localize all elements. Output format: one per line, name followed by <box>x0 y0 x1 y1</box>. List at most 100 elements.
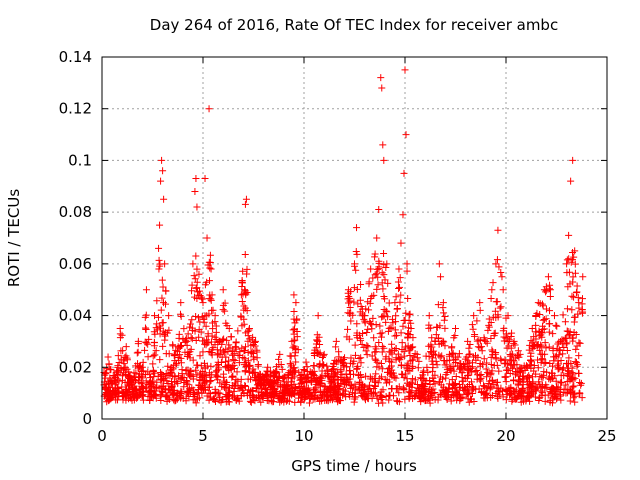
noise-point <box>546 293 554 301</box>
noise-point <box>205 258 213 266</box>
noise-point <box>353 285 361 293</box>
noise-point <box>365 381 373 389</box>
noise-point <box>172 396 180 404</box>
noise-point <box>291 398 299 406</box>
noise-point <box>214 358 222 366</box>
noise-point <box>261 384 269 392</box>
data-point <box>151 312 159 320</box>
noise-point <box>440 338 448 346</box>
noise-point <box>364 325 372 333</box>
noise-point <box>465 351 473 359</box>
noise-point <box>559 350 567 358</box>
noise-point <box>175 330 183 338</box>
noise-point <box>126 379 134 387</box>
noise-point <box>213 346 221 354</box>
noise-point <box>168 382 176 390</box>
data-point <box>332 337 340 345</box>
noise-point <box>242 329 250 337</box>
noise-point <box>557 371 565 379</box>
noise-point <box>539 316 547 324</box>
noise-point <box>290 307 298 315</box>
y-tick-label: 0.08 <box>59 203 92 221</box>
noise-point <box>186 354 194 362</box>
noise-point <box>382 392 390 400</box>
noise-point <box>520 387 528 395</box>
noise-point <box>433 324 441 332</box>
noise-point <box>524 363 532 371</box>
noise-point <box>456 394 464 402</box>
noise-point <box>379 399 387 407</box>
noise-point <box>151 351 159 359</box>
noise-point <box>257 398 265 406</box>
noise-point <box>234 395 242 403</box>
noise-point <box>561 318 569 326</box>
noise-point <box>243 392 251 400</box>
data-point <box>575 299 583 307</box>
noise-point <box>281 390 289 398</box>
noise-point <box>441 313 449 321</box>
noise-point <box>574 310 582 318</box>
noise-point <box>565 354 573 362</box>
noise-point <box>474 343 482 351</box>
noise-point <box>525 372 533 380</box>
noise-point <box>425 388 433 396</box>
noise-point <box>567 258 575 266</box>
noise-point <box>278 365 286 373</box>
noise-point <box>358 340 366 348</box>
noise-point <box>225 395 233 403</box>
noise-point <box>511 341 519 349</box>
data-point <box>195 270 203 278</box>
noise-point <box>158 319 166 327</box>
noise-point <box>405 347 413 355</box>
noise-point <box>553 322 561 330</box>
data-point <box>504 312 512 320</box>
noise-point <box>253 381 261 389</box>
noise-point <box>532 385 540 393</box>
noise-point <box>204 338 212 346</box>
noise-point <box>254 393 262 401</box>
noise-point <box>275 361 283 369</box>
noise-point <box>188 335 196 343</box>
noise-point <box>357 336 365 344</box>
noise-point <box>377 360 385 368</box>
noise-point <box>194 314 202 322</box>
noise-point <box>394 278 402 286</box>
noise-point <box>273 387 281 395</box>
noise-point <box>497 268 505 276</box>
noise-point <box>288 374 296 382</box>
noise-point <box>373 285 381 293</box>
noise-point <box>207 362 215 370</box>
noise-point <box>222 319 230 327</box>
noise-point <box>440 383 448 391</box>
noise-point <box>371 375 379 383</box>
noise-point <box>378 393 386 401</box>
noise-point <box>171 357 179 365</box>
noise-point <box>550 357 558 365</box>
noise-point <box>456 365 464 373</box>
noise-point <box>190 272 198 280</box>
noise-point <box>200 315 208 323</box>
noise-point <box>536 346 544 354</box>
noise-point <box>569 370 577 378</box>
noise-point <box>495 367 503 375</box>
noise-point <box>397 329 405 337</box>
data-point <box>565 231 573 239</box>
noise-point <box>320 352 328 360</box>
noise-point <box>192 399 200 407</box>
noise-point <box>480 355 488 363</box>
noise-point <box>541 350 549 358</box>
noise-point <box>538 355 546 363</box>
noise-point <box>367 294 375 302</box>
noise-point <box>393 305 401 313</box>
noise-point <box>383 379 391 387</box>
noise-point <box>505 384 513 392</box>
y-tick-label: 0 <box>82 410 92 428</box>
data-point <box>276 350 284 358</box>
noise-point <box>221 307 229 315</box>
noise-point <box>570 313 578 321</box>
data-point <box>270 368 278 376</box>
data-point <box>401 66 409 74</box>
noise-point <box>216 393 224 401</box>
noise-point <box>571 358 579 366</box>
noise-point <box>208 306 216 314</box>
